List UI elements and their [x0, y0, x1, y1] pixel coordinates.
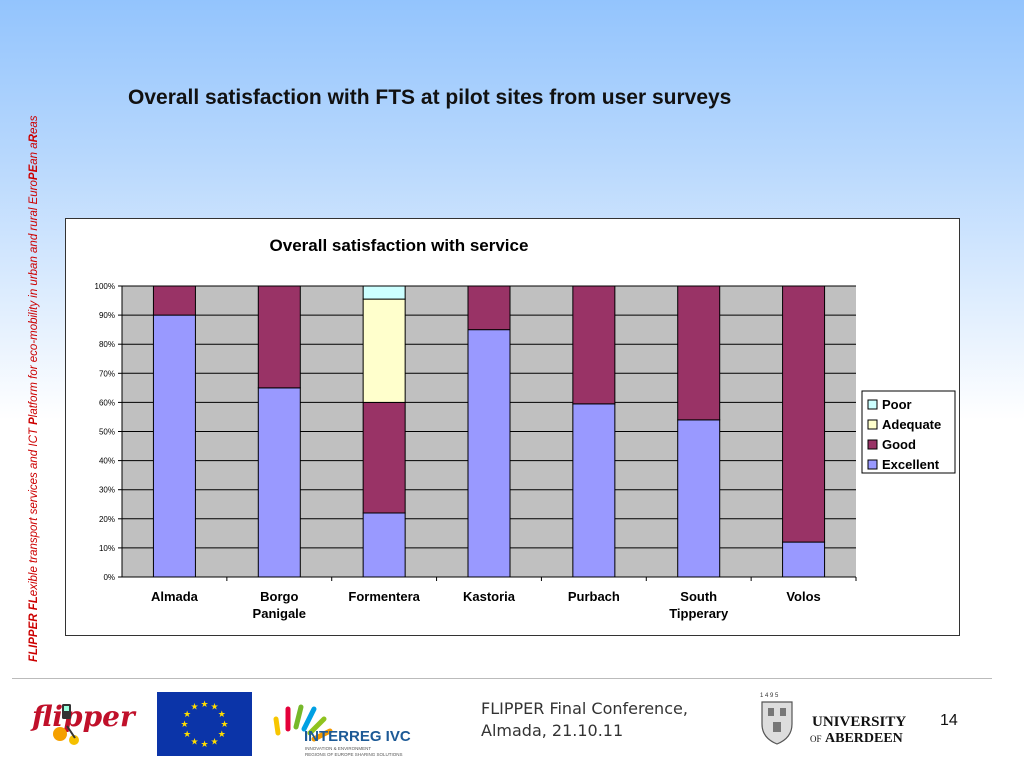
tagline-part: latform for eco-mobility in urban and ru…	[28, 180, 40, 418]
x-tick-label-line: Panigale	[253, 606, 306, 621]
svg-text:★: ★	[210, 737, 218, 747]
tagline-part: PE	[28, 164, 40, 181]
tagline-part: exible transport services and ICT	[28, 424, 40, 597]
bar-excellent	[467, 329, 511, 578]
interreg-title: INTERREG IVC	[304, 728, 411, 745]
bar-excellent	[152, 314, 196, 578]
bar-good	[572, 285, 616, 405]
bar-excellent	[362, 512, 406, 578]
interreg-subtitle-1: INNOVATION & ENVIRONMENT	[305, 746, 371, 751]
bar-excellent	[572, 403, 616, 578]
x-tick-label-line: Formentera	[348, 589, 420, 604]
svg-text:★: ★	[200, 700, 208, 710]
bar-adequate	[362, 298, 406, 403]
aberdeen-year: 1 4 9 5	[760, 693, 779, 699]
y-tick-label: 10%	[99, 544, 115, 553]
svg-text:★: ★	[210, 703, 218, 713]
legend-swatch-good	[867, 439, 878, 450]
aberdeen-university: UNIVERSITY	[812, 714, 906, 730]
x-tick-label-line: Volos	[786, 589, 820, 604]
bar-good	[152, 285, 196, 316]
interreg-subtitle-2: REGIONS OF EUROPE SHARING SOLUTIONS	[305, 752, 403, 757]
svg-text:★: ★	[180, 720, 188, 730]
tagline-part: R	[28, 134, 40, 143]
svg-text:★: ★	[190, 737, 198, 747]
y-tick-label: 20%	[99, 515, 115, 524]
y-tick-label: 60%	[99, 398, 115, 407]
x-tick-label: Kastoria	[463, 589, 516, 604]
bar-good	[467, 285, 511, 331]
interreg-ivc-logo: INTERREG IVC INNOVATION & ENVIRONMENT RE…	[268, 693, 440, 761]
conference-info: FLIPPER Final Conference, Almada, 21.10.…	[481, 698, 688, 742]
tagline-part: eas	[28, 115, 40, 135]
chart-frame: Overall satisfaction with service 0% 10% 20…	[65, 218, 960, 636]
legend-swatch-excellent	[867, 459, 878, 470]
conference-line-1: FLIPPER Final Conference,	[481, 699, 688, 718]
y-tick-label: 0%	[103, 573, 115, 582]
x-tick-label-line: Purbach	[568, 589, 620, 604]
bar-excellent	[677, 419, 721, 578]
y-tick-label: 30%	[99, 486, 115, 495]
y-tick-label: 100%	[95, 282, 115, 291]
tagline-part: an a	[28, 142, 40, 165]
x-tick-label-line: South	[680, 589, 717, 604]
footer-divider	[12, 678, 992, 679]
x-tick-label-line: Kastoria	[463, 589, 516, 604]
x-tick-label: Borgo Panigale	[253, 589, 306, 621]
legend-label: Adequate	[882, 417, 941, 432]
y-tick-label: 50%	[99, 428, 115, 437]
svg-text:★: ★	[183, 710, 191, 720]
legend-swatch-adequate	[867, 419, 878, 430]
tagline-part: P	[28, 417, 40, 425]
chart-title: Overall satisfaction with service	[270, 236, 529, 255]
bar-good	[677, 285, 721, 421]
x-tick-label: Purbach	[568, 589, 620, 604]
flipper-logo: flipper	[10, 690, 142, 750]
y-tick-label: 90%	[99, 311, 115, 320]
x-tick-label-line: Tipperary	[669, 606, 729, 621]
conference-line-2: Almada, 21.10.11	[481, 721, 624, 740]
y-tick-label: 70%	[99, 369, 115, 378]
bar-poor	[362, 285, 406, 300]
x-tick-label-line: Almada	[151, 589, 199, 604]
svg-text:★: ★	[200, 740, 208, 750]
svg-text:★: ★	[220, 720, 228, 730]
legend-label: Good	[882, 437, 916, 452]
bar-good	[782, 285, 826, 543]
y-tick-label: 40%	[99, 457, 115, 466]
slide-title: Overall satisfaction with FTS at pilot s…	[128, 86, 732, 109]
x-tick-label: Volos	[786, 589, 820, 604]
stacked-bar-chart: Overall satisfaction with service 0% 10% 20…	[95, 236, 956, 621]
svg-text:★: ★	[218, 710, 226, 720]
legend-swatch-poor	[867, 399, 878, 410]
bar-excellent	[257, 387, 301, 578]
legend-label: Poor	[882, 397, 912, 412]
x-tick-label: Almada	[151, 589, 199, 604]
bar-good	[362, 401, 406, 514]
aberdeen-name: ABERDEEN	[825, 731, 903, 746]
svg-text:★: ★	[218, 730, 226, 740]
svg-text:★: ★	[190, 703, 198, 713]
bar-good	[257, 285, 301, 389]
x-tick-label-line: Borgo	[260, 589, 298, 604]
y-tick-label: 80%	[99, 340, 115, 349]
aberdeen-of: OF	[810, 734, 822, 744]
svg-text:★: ★	[183, 730, 191, 740]
legend-label: Excellent	[882, 457, 940, 472]
x-tick-label: Formentera	[348, 589, 420, 604]
project-tagline-vertical: FLIPPER FLexible transport services and …	[26, 42, 42, 662]
bar-excellent	[782, 541, 826, 578]
tagline-part: FLIPPER FL	[28, 596, 40, 662]
legend-box	[861, 390, 956, 474]
eu-flag-logo: ★ ★ ★ ★ ★ ★ ★ ★ ★ ★ ★ ★	[157, 692, 252, 756]
page-number: 14	[940, 712, 958, 729]
university-of-aberdeen-logo: 1 4 9 5 UNIVERSITY OF ABERDEEN	[738, 686, 928, 750]
x-tick-label: South Tipperary	[669, 589, 729, 621]
flipper-logo-text: flipper	[30, 700, 137, 733]
